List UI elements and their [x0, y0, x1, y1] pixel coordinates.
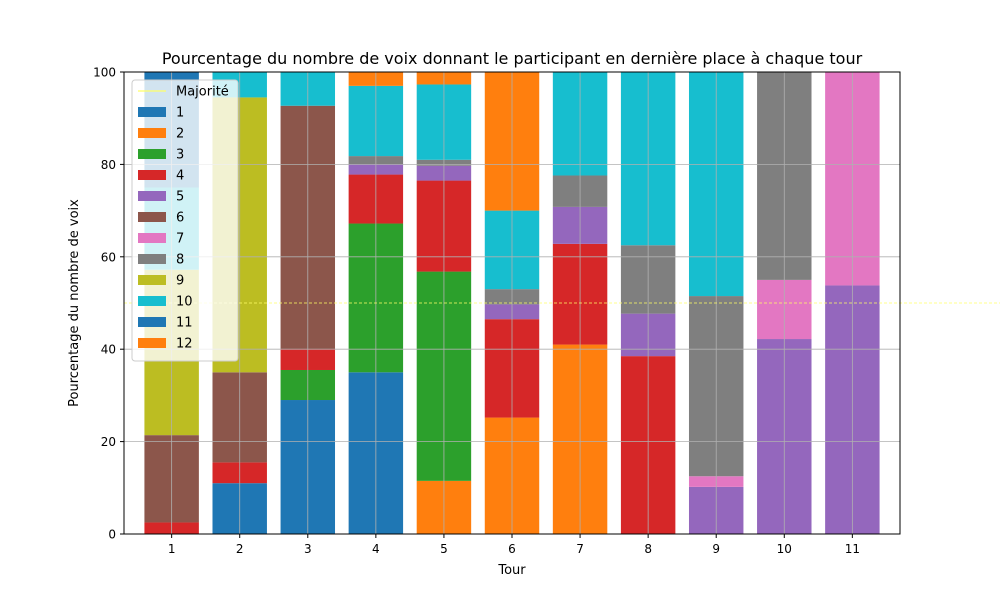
x-tick-label: 6	[508, 542, 516, 556]
legend-swatch-3	[138, 149, 166, 159]
y-tick-label: 60	[101, 250, 116, 264]
legend-swatch-12	[138, 338, 166, 348]
legend-label-3: 3	[176, 148, 184, 163]
legend-swatch-10	[138, 296, 166, 306]
x-tick-label: 5	[440, 542, 448, 556]
legend-label-1: 1	[176, 106, 184, 121]
legend-label-10: 10	[176, 295, 193, 310]
legend-label-6: 6	[176, 211, 184, 226]
legend-swatch-6	[138, 212, 166, 222]
x-tick-label: 3	[304, 542, 312, 556]
x-tick-label: 8	[644, 542, 652, 556]
y-tick-label: 0	[108, 528, 116, 542]
x-axis-label: Tour	[497, 563, 526, 578]
grid-lines	[124, 71, 900, 535]
x-tick-label: 11	[845, 542, 860, 556]
x-tick-label: 2	[236, 542, 244, 556]
legend-label-11: 11	[176, 316, 193, 331]
legend-swatch-2	[138, 128, 166, 138]
y-tick-label: 100	[93, 66, 116, 80]
x-tick-label: 10	[777, 542, 792, 556]
legend-label-5: 5	[176, 190, 184, 205]
legend-swatch-5	[138, 191, 166, 201]
y-axis-label: Pourcentage du nombre de voix	[67, 199, 82, 407]
y-tick-label: 80	[101, 158, 116, 172]
legend-label-9: 9	[176, 274, 184, 289]
y-tick-label: 20	[101, 435, 116, 449]
legend-swatch-9	[138, 275, 166, 285]
x-tick-label: 9	[712, 542, 720, 556]
legend-swatch-4	[138, 170, 166, 180]
legend-label-majority: Majorité	[176, 85, 229, 100]
legend-label-8: 8	[176, 253, 184, 268]
legend-swatch-8	[138, 254, 166, 264]
x-axis: 1 2 3 4 5 6 7 8 9 10 11	[168, 534, 860, 556]
legend-label-2: 2	[176, 127, 184, 142]
x-tick-label: 7	[576, 542, 584, 556]
x-tick-label: 4	[372, 542, 380, 556]
legend-label-12: 12	[176, 337, 193, 352]
x-tick-label: 1	[168, 542, 176, 556]
chart-title: Pourcentage du nombre de voix donnant le…	[162, 49, 863, 68]
legend-swatch-7	[138, 233, 166, 243]
y-tick-label: 40	[101, 343, 116, 357]
legend-swatch-11	[138, 317, 166, 327]
legend-swatch-1	[138, 107, 166, 117]
legend-label-7: 7	[176, 232, 184, 247]
legend-label-4: 4	[176, 169, 184, 184]
y-axis: 0 20 40 60 80 100	[93, 66, 124, 542]
